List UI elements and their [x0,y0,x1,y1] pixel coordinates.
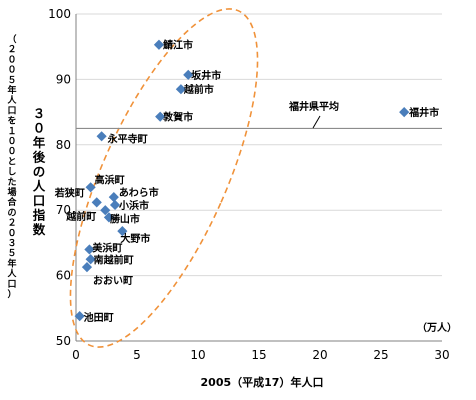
data-point [85,182,96,193]
y-axis-note-char: 年 [7,257,16,269]
x-tick-label: 30 [434,348,449,362]
reference-line-layer: 福井県平均 [76,100,442,130]
y-axis-note-char: 人 [6,94,17,106]
data-point-label: 大野市 [120,232,150,245]
y-axis-note-char: し [7,167,16,178]
data-point-label: 敦賀市 [163,111,193,124]
y-axis-note-char: ５ [7,75,16,86]
reference-line-label: 福井県平均 [288,100,339,113]
data-point [117,226,128,237]
y-tick-label: 80 [56,138,71,152]
cluster-ellipse-layer [69,8,259,348]
y-tick-label: 70 [56,203,71,217]
y-axis-note-char: １ [7,126,16,137]
y-axis-note-char: ０ [7,228,16,239]
reference-line-pointer [312,115,321,129]
y-axis-note-char: ０ [7,54,16,65]
y-axis-title-char: の [33,164,46,179]
data-point-label: 福井市 [408,106,439,119]
x-tick-label: 15 [251,348,266,362]
data-point-label: 高浜町 [95,173,125,186]
data-point [100,205,111,216]
y-axis-note-char: た [7,177,16,188]
data-point-label: 勝山市 [110,212,140,225]
cluster-ellipse [69,8,259,348]
data-point [103,212,115,223]
data-point-label: 永平寺町 [107,132,148,145]
data-point [183,69,194,80]
data-point-label: 池田町 [84,311,114,324]
data-point-label: 越前町 [65,210,96,223]
y-tick-label: 100 [48,7,71,21]
y-tick-label: 60 [56,269,71,283]
y-axis-note-char: と [7,156,16,167]
x-tick-label: 20 [312,348,327,362]
x-tick-label: 25 [373,348,388,362]
data-point-label: 美浜町 [92,241,122,254]
y-axis-note-char: 口 [7,279,16,290]
data-point-label: おおい町 [93,275,133,287]
data-point-label: あわら市 [119,186,159,199]
data-point-label: 小浜市 [118,199,149,212]
y-tick-label: 50 [56,334,71,348]
data-point [84,244,95,255]
data-point-label: 南越前町 [94,253,134,266]
x-tick-labels: 0 5 10 15 20 25 30 [72,348,449,362]
data-point-label: 鯖江市 [162,39,193,52]
y-axis-note-char: ０ [7,65,16,76]
x-tick-label: 0 [72,348,80,362]
y-axis-note-char: の [7,207,16,218]
y-axis-note-char: ２ [7,44,16,55]
y-axis-note-char: を [7,116,16,127]
y-axis-note-char: ） [7,289,16,300]
y-axis-note-char: ３ [7,238,16,249]
x-tick-label: 5 [133,348,141,362]
y-axis-note-char: 合 [7,196,17,208]
y-axis-title-char: 人 [33,179,46,194]
x-axis-title: 2005（平成17）年人口 [201,375,324,389]
y-axis-title-char: 指 [33,208,46,223]
y-axis-note-char: ５ [7,248,16,259]
y-axis-note-char: ０ [7,136,16,147]
y-axis-note-char: 年 [7,84,16,96]
y-axis-note-char: 場 [7,186,16,198]
y-axis-note-char: 人 [6,268,17,280]
data-point [153,39,165,50]
gridlines [76,13,442,277]
y-axis-note-char: 口 [7,105,16,116]
data-point [109,199,121,211]
data-point-label: 坂井市 [191,69,221,82]
data-point [175,84,187,95]
data-point [155,111,166,122]
y-axis-note-char: ０ [7,146,16,157]
y-tick-labels: 50 60 70 80 90 100 [48,7,71,348]
y-axis-title-char: 口 [33,193,46,208]
data-point [91,197,102,208]
y-axis-title-char: ０ [33,121,46,136]
y-axis-title-char: 数 [32,222,46,237]
x-tick-label: 10 [190,348,205,362]
y-axis-title-char: 年 [33,135,46,150]
data-point-label: 越前市 [183,83,214,96]
y-tick-label: 90 [56,72,71,86]
x-unit-label: （万人） [417,321,457,334]
data-point [96,131,107,142]
y-axis-title-char: 後 [33,150,46,165]
data-point [108,192,119,203]
y-axis-note-char: ２ [7,218,16,229]
data-point [399,107,410,118]
y-axis-note-char: （ [7,34,16,45]
data-point-label: 若狭町 [54,186,85,199]
y-axis-title-char: ３ [33,106,46,121]
